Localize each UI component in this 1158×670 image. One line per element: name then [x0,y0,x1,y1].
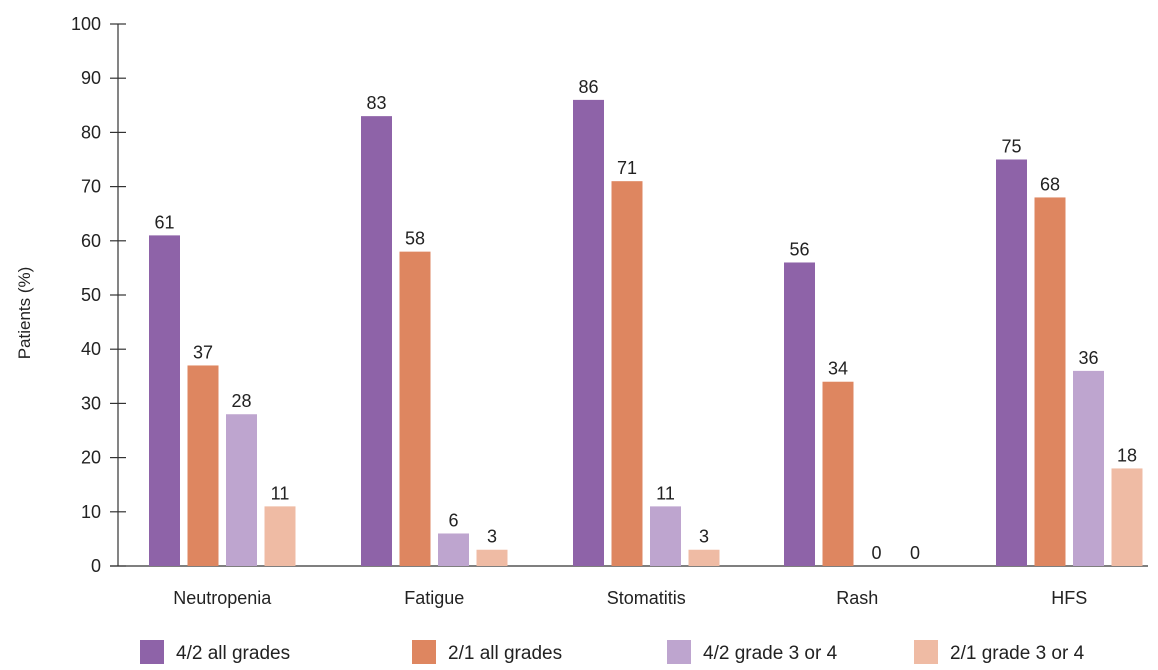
data-label-hfs-4-2-grade-3-or-4: 36 [1078,348,1098,368]
legend-label-2-1-grade-3-or-4: 2/1 grade 3 or 4 [950,643,1085,664]
bar-rash-2-1-all-grades [822,381,854,566]
bar-stomatitis-4-2-all-grades [573,99,604,566]
y-tick-label: 0 [91,556,101,576]
y-tick-label: 20 [81,448,101,468]
data-label-stomatitis-2-1-all-grades: 71 [617,158,637,178]
data-label-fatigue-2-1-grade-3-or-4: 3 [487,527,497,547]
data-labels: 61 37 28 11 83 58 6 3 86 71 11 3 56 34 0 0 75 68 36 18 [154,77,1137,563]
legend-label-2-1-all-grades: 2/1 all grades [448,643,562,664]
bars [149,99,1143,566]
y-tick-label: 50 [81,285,101,305]
bar-stomatitis-2-1-all-grades [611,181,643,566]
y-tick-label: 90 [81,68,101,88]
data-label-fatigue-4-2-all-grades: 83 [366,93,386,113]
bar-fatigue-2-1-grade-3-or-4 [476,549,508,566]
bar-fatigue-4-2-all-grades [361,116,392,566]
legend-swatch-4-2-grade-3-or-4 [667,640,691,664]
legend: 4/2 all grades 2/1 all grades 4/2 grade 3 … [140,640,1085,664]
legend-swatch-2-1-grade-3-or-4 [914,640,938,664]
x-category-label-hfs: HFS [1051,588,1087,608]
bar-rash-4-2-all-grades [784,262,815,566]
data-label-rash-2-1-grade-3-or-4: 0 [910,543,920,563]
y-axis-title: Patients (%) [15,267,34,360]
y-tick-label: 60 [81,231,101,251]
bar-fatigue-4-2-grade-3-or-4 [438,533,469,566]
bar-hfs-4-2-all-grades [996,159,1027,566]
bar-neutropenia-2-1-grade-3-or-4 [264,506,296,566]
data-label-hfs-2-1-all-grades: 68 [1040,174,1060,194]
data-label-rash-2-1-all-grades: 34 [828,359,848,379]
x-category-label-stomatitis: Stomatitis [607,588,686,608]
y-tick-label: 40 [81,339,101,359]
bar-stomatitis-2-1-grade-3-or-4 [688,549,720,566]
legend-label-4-2-all-grades: 4/2 all grades [176,643,290,664]
data-label-stomatitis-4-2-all-grades: 86 [578,77,598,97]
data-label-fatigue-2-1-all-grades: 58 [405,229,425,249]
data-label-hfs-2-1-grade-3-or-4: 18 [1117,445,1137,465]
bar-neutropenia-4-2-all-grades [149,235,180,566]
bar-neutropenia-4-2-grade-3-or-4 [226,414,257,566]
data-label-neutropenia-2-1-all-grades: 37 [193,342,213,362]
y-tick-label: 10 [81,502,101,522]
y-tick-label: 100 [71,14,101,34]
x-category-label-rash: Rash [836,588,878,608]
x-category-label-neutropenia: Neutropenia [173,588,272,608]
legend-label-4-2-grade-3-or-4: 4/2 grade 3 or 4 [703,643,838,664]
y-tick-label: 80 [81,122,101,142]
data-label-neutropenia-2-1-grade-3-or-4: 11 [271,483,290,503]
legend-swatch-4-2-all-grades [140,640,164,664]
data-label-stomatitis-2-1-grade-3-or-4: 3 [699,527,709,547]
legend-swatch-2-1-all-grades [412,640,436,664]
data-label-neutropenia-4-2-grade-3-or-4: 28 [231,391,251,411]
data-label-rash-4-2-all-grades: 56 [789,239,809,259]
bar-neutropenia-2-1-all-grades [187,365,219,566]
bar-hfs-2-1-all-grades [1034,197,1066,566]
y-tick-label: 70 [81,177,101,197]
data-label-neutropenia-4-2-all-grades: 61 [154,212,174,232]
bar-hfs-2-1-grade-3-or-4 [1111,468,1143,566]
data-label-hfs-4-2-all-grades: 75 [1001,137,1021,157]
data-label-stomatitis-4-2-grade-3-or-4: 11 [656,483,675,503]
data-label-fatigue-4-2-grade-3-or-4: 6 [448,510,458,530]
x-category-label-fatigue: Fatigue [404,588,464,608]
y-tick-label: 30 [81,393,101,413]
bar-hfs-4-2-grade-3-or-4 [1073,370,1104,566]
bar-stomatitis-4-2-grade-3-or-4 [650,506,681,566]
data-label-rash-4-2-grade-3-or-4: 0 [871,543,881,563]
bar-fatigue-2-1-all-grades [399,251,431,566]
